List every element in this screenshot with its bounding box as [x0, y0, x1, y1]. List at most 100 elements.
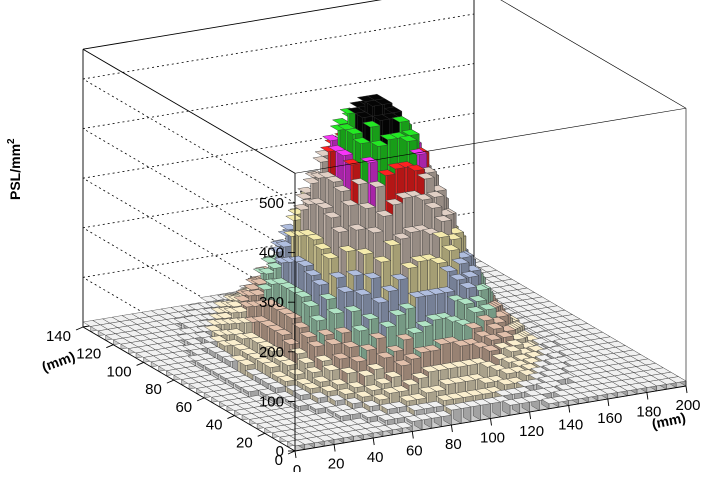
bar-top-face — [364, 384, 383, 391]
bar-top-face — [242, 283, 262, 291]
bar-top-face — [311, 278, 330, 286]
bar-top-face — [483, 333, 503, 341]
z-axis-label: PSL/mm2 — [6, 138, 23, 200]
y-tick-mark — [136, 362, 144, 366]
plot-bars — [82, 93, 687, 452]
x-tick-mark — [529, 411, 532, 420]
bar-top-face — [371, 393, 391, 401]
bar-top-face — [305, 233, 325, 241]
bar-top-face — [468, 295, 487, 302]
bar-top-face — [279, 359, 299, 366]
bar-top-face — [464, 322, 483, 329]
bar-top-face — [397, 302, 417, 310]
bar-top-face — [255, 283, 275, 291]
x-tick-label: 60 — [406, 443, 423, 460]
bar-top-face — [292, 203, 312, 211]
bar-top-face — [316, 329, 335, 336]
bar-top-face — [265, 262, 285, 269]
bar-top-face — [338, 245, 357, 252]
bar-top-face — [368, 332, 387, 340]
y-tick-label: 20 — [236, 434, 253, 451]
bar-top-face — [332, 185, 352, 192]
x-tick-mark — [372, 437, 375, 446]
bar-top-face — [344, 397, 364, 405]
bar-top-face — [372, 255, 392, 263]
bar-top-face — [376, 351, 395, 359]
bar-top-face — [405, 327, 424, 334]
z-tick-label: 500 — [259, 195, 284, 212]
y-tick-label: 120 — [76, 346, 101, 363]
bar-top-face — [344, 128, 364, 135]
y-tick-mark — [227, 415, 235, 419]
bar-top-face — [336, 388, 356, 395]
bar-top-face — [366, 363, 385, 370]
y-tick-label: 140 — [46, 328, 71, 345]
y-tick-label: 100 — [107, 363, 132, 380]
x-tick-mark — [607, 398, 610, 407]
x-tick-label: 160 — [597, 410, 622, 427]
bar-top-face — [357, 202, 377, 209]
bar-top-face — [323, 211, 342, 219]
bar-top-face — [358, 344, 378, 351]
bar-top-face — [248, 289, 267, 296]
x-tick-label: 20 — [328, 456, 345, 473]
z-tick-label: 400 — [259, 245, 284, 262]
bar-top-face — [320, 252, 340, 260]
bar-top-face — [327, 394, 346, 402]
bar-top-face — [408, 148, 428, 156]
bar-top-face — [424, 202, 443, 209]
bar-top-face — [374, 98, 393, 105]
bar-top-face — [296, 357, 316, 364]
y-tick-mark — [257, 432, 265, 437]
bar-top-face — [414, 193, 433, 201]
bar-top-face — [401, 378, 420, 386]
bar-top-face — [373, 377, 393, 385]
bar-top-face — [345, 269, 365, 277]
bar-top-face — [277, 375, 296, 382]
bar-top-face — [478, 303, 497, 311]
bar-top-face — [391, 385, 410, 393]
bar-top-face — [275, 240, 294, 248]
x-tick-mark — [411, 431, 414, 439]
z-axis-label-superscript: 2 — [6, 138, 17, 144]
x-tick-label: 40 — [367, 449, 384, 466]
bar-top-face — [339, 367, 358, 374]
x-tick-mark — [333, 444, 336, 452]
bar-top-face — [399, 135, 418, 142]
bar-top-face — [354, 390, 373, 398]
bar-top-face — [250, 278, 269, 285]
bar-top-face — [267, 246, 287, 253]
y-axis-label: (mm) — [40, 348, 78, 375]
bar-top-face — [495, 331, 515, 338]
left-top-edge — [82, 48, 296, 174]
bar-top-face — [410, 372, 430, 379]
bar-top-face — [233, 295, 252, 302]
y-tick-mark — [106, 344, 114, 349]
bar-top-face — [377, 169, 396, 176]
bar-top-face — [285, 214, 304, 221]
bar-top-face — [429, 257, 448, 264]
back-top-edge — [82, 0, 382, 50]
z-gridline-back — [82, 13, 475, 80]
bar-top-face — [283, 312, 303, 320]
y-tick-label: 80 — [145, 381, 162, 398]
bar-top-face — [360, 313, 380, 320]
x-tick-label: 100 — [480, 430, 505, 447]
z-gridline-left — [82, 78, 296, 204]
bar-top-face — [274, 328, 293, 336]
bar-top-face — [341, 341, 360, 348]
bar-top-face — [315, 202, 334, 209]
bar-top-face — [383, 371, 403, 378]
bar-top-face — [331, 118, 351, 125]
bar-top-face — [390, 273, 409, 281]
y-tick-mark — [166, 379, 175, 384]
bar-top-face — [325, 175, 344, 183]
bar-top-face — [406, 164, 426, 172]
bar-top-face — [313, 243, 332, 250]
x-tick-label: 200 — [675, 397, 700, 414]
bar-top-face — [237, 359, 256, 366]
bar-top-face — [422, 344, 442, 352]
bar-top-face — [382, 239, 402, 246]
bar-top-face — [289, 347, 308, 355]
